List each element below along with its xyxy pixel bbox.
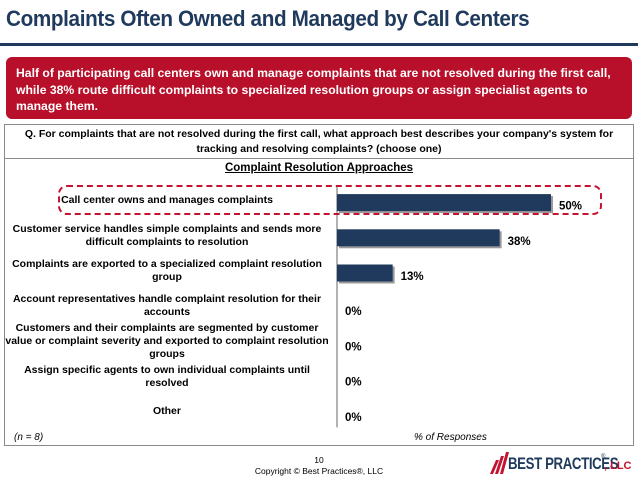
value-label-5: 0% xyxy=(345,377,362,389)
category-label-1: Customer service handles simple complain… xyxy=(12,222,322,248)
category-label-0: Call center owns and manages complaints xyxy=(61,194,273,207)
title-divider xyxy=(0,43,638,46)
logo-suffix: , LLC xyxy=(604,460,632,472)
logo-registered: ® xyxy=(601,454,606,460)
value-label-1: 38% xyxy=(508,236,531,248)
bar-0 xyxy=(337,194,551,212)
category-label-3: Account representatives handle complaint… xyxy=(12,293,322,319)
logo-bars-icon xyxy=(490,452,509,474)
highlight-box xyxy=(58,185,602,215)
category-label-4: Customers and their complaints are segme… xyxy=(5,321,329,360)
logo-name: BEST PRACTICES xyxy=(508,454,619,473)
company-logo: BEST PRACTICES ® , LLC xyxy=(488,452,634,478)
category-label-5: Assign specific agents to own individual… xyxy=(24,363,310,389)
survey-question: Q. For complaints that are not resolved … xyxy=(4,124,634,158)
bar-2 xyxy=(337,264,393,282)
value-label-4: 0% xyxy=(345,341,362,353)
sample-size-note: (n = 8) xyxy=(14,432,44,443)
copyright-text: Copyright © Best Practices®, LLC xyxy=(254,466,384,476)
value-label-0: 50% xyxy=(559,201,582,213)
x-axis-label: % of Responses xyxy=(414,432,487,443)
summary-box: Half of participating call centers own a… xyxy=(6,57,632,119)
value-label-3: 0% xyxy=(345,306,362,318)
bar-1 xyxy=(337,229,500,247)
chart-title: Complaint Resolution Approaches xyxy=(224,162,414,174)
page-number: 10 xyxy=(314,455,324,465)
chart-panel xyxy=(4,158,634,446)
category-label-2: Complaints are exported to a specialized… xyxy=(12,258,322,283)
value-label-2: 13% xyxy=(401,271,424,283)
value-label-6: 0% xyxy=(345,412,362,424)
page-title: Complaints Often Owned and Managed by Ca… xyxy=(6,6,530,31)
category-label-6: Other xyxy=(152,405,181,418)
